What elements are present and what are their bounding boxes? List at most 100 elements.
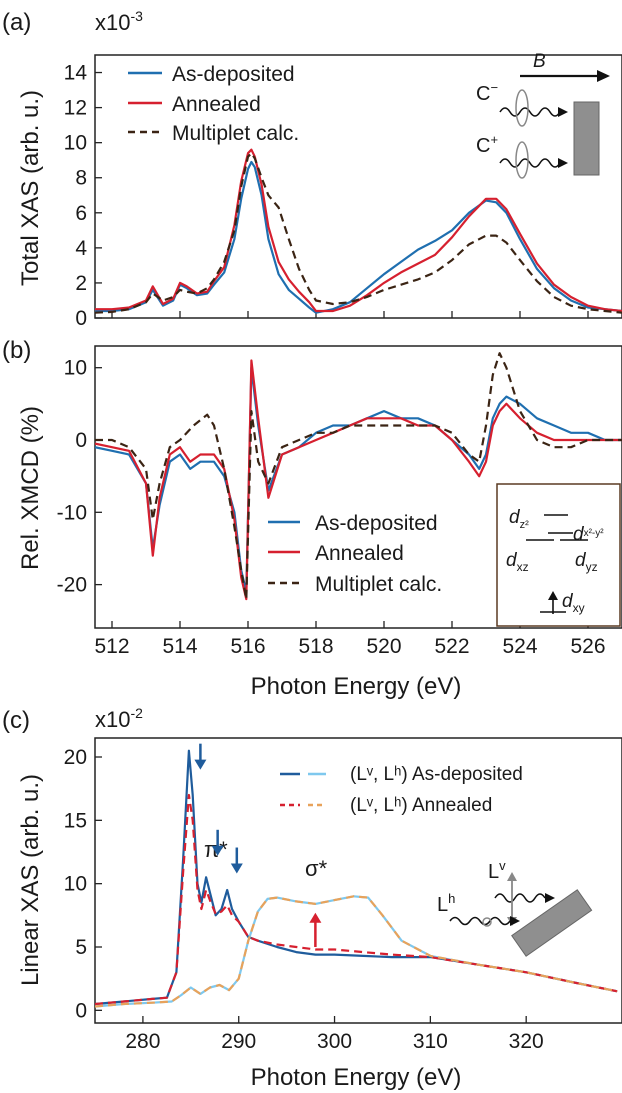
panel-c-series-layer bbox=[95, 749, 618, 1008]
c-plus-wave-arrow-icon bbox=[558, 158, 568, 168]
orbital-inset-frame bbox=[496, 483, 621, 627]
orbital-dyz-sub: yz bbox=[586, 560, 598, 574]
plot-frame-1 bbox=[94, 345, 622, 629]
orbital-dxz-d: d bbox=[506, 550, 518, 571]
lv-sup: v bbox=[499, 858, 506, 873]
panel-a-inset: B C− C+ bbox=[476, 51, 610, 179]
panel-c: (c) x10-2 Linear XAS (arb. u.) Photon En… bbox=[2, 705, 622, 1091]
orbital-dz2-d: d bbox=[509, 507, 521, 528]
y-tick-label: 6 bbox=[75, 202, 87, 225]
y-tick-label: 0 bbox=[75, 307, 87, 330]
y-tick-label: 20 bbox=[64, 746, 87, 769]
y-tick-label: -10 bbox=[57, 501, 87, 524]
panel-c-ylabel: Linear XAS (arb. u.) bbox=[17, 774, 44, 986]
y-tick-label: 2 bbox=[75, 272, 87, 295]
series-line-0-0 bbox=[95, 160, 622, 314]
legend-a-as-deposited-label: As-deposited bbox=[172, 63, 295, 86]
legend-b-as-deposited-label: As-deposited bbox=[315, 512, 438, 535]
c-plus-sup: + bbox=[490, 132, 498, 147]
series-line-1-0 bbox=[95, 366, 622, 593]
legend-a-annealed-label: Annealed bbox=[172, 93, 261, 116]
c-minus-wave-icon bbox=[499, 107, 561, 117]
panel-a-multiplier-exp: -3 bbox=[130, 8, 143, 24]
b-field-arrow-head bbox=[597, 70, 610, 82]
panel-c-arrows bbox=[194, 743, 322, 947]
panel-a-ylabel: Total XAS (arb. u.) bbox=[17, 90, 44, 286]
legend-c-as-deposited-label: (Lᵛ, Lʰ) As-deposited bbox=[350, 764, 523, 785]
lh-wave-arrow-icon bbox=[510, 916, 520, 926]
panel-a-series-layer bbox=[95, 148, 622, 314]
y-tick-label: 14 bbox=[64, 62, 88, 85]
peak-arrowhead-1 bbox=[211, 845, 224, 856]
c-minus-base: C bbox=[476, 83, 490, 105]
panel-b-ylabel: Rel. XMCD (%) bbox=[17, 406, 44, 570]
x-tick-label: 520 bbox=[366, 635, 401, 658]
lv-base: L bbox=[488, 861, 499, 883]
orbital-dxy: dxy bbox=[562, 591, 585, 615]
x-tick-label: 320 bbox=[509, 1030, 544, 1053]
sigma-increase-arrowhead bbox=[309, 912, 322, 923]
panel-a-multiplier-base: x10 bbox=[95, 10, 130, 35]
panel-b-series-layer bbox=[95, 352, 622, 601]
x-tick-label: 526 bbox=[570, 635, 605, 658]
panel-c-multiplier: x10-2 bbox=[95, 705, 143, 732]
sample-slab-icon bbox=[573, 101, 600, 176]
orbital-dz2: dz² bbox=[509, 507, 529, 531]
sigma-star-annotation: σ* bbox=[305, 856, 328, 881]
y-tick-label: 0 bbox=[75, 999, 87, 1022]
orbital-dx2y2-sub: x²-y² bbox=[584, 528, 605, 539]
panel-c-xlabel: Photon Energy (eV) bbox=[251, 1064, 462, 1091]
lh-wave-icon bbox=[449, 916, 511, 926]
x-tick-label: 310 bbox=[413, 1030, 448, 1053]
lh-label: Lh bbox=[437, 891, 455, 916]
series-line-1-2 bbox=[95, 352, 622, 601]
b-field-label: B bbox=[533, 51, 546, 72]
y-tick-label: 15 bbox=[64, 809, 87, 832]
panel-c-multiplier-base: x10 bbox=[95, 707, 130, 732]
orbital-inset: dz² dx²-y² dxz dyz dxy bbox=[496, 483, 621, 627]
series-line-2-0 bbox=[95, 749, 618, 1006]
c-plus-wave-icon bbox=[499, 158, 561, 168]
y-tick-label: 8 bbox=[75, 167, 87, 190]
c-minus-rotation-icon bbox=[515, 89, 529, 127]
legend-a-multiplet-label: Multiplet calc. bbox=[172, 122, 299, 145]
y-tick-label: 0 bbox=[75, 429, 87, 452]
panel-b-xlabel: Photon Energy (eV) bbox=[251, 673, 462, 700]
orbital-dz2-sub: z² bbox=[520, 519, 530, 531]
y-tick-label: 10 bbox=[64, 132, 87, 155]
series-line-0-1 bbox=[95, 148, 622, 313]
panel-c-multiplier-exp: -2 bbox=[130, 705, 143, 721]
panel-b: (b) Rel. XMCD (%) Photon Energy (eV) 512… bbox=[2, 337, 622, 700]
y-tick-label: -20 bbox=[57, 574, 87, 597]
series-line-2-3 bbox=[95, 895, 618, 1008]
lh-base: L bbox=[437, 894, 448, 916]
panel-c-legend: (Lᵛ, Lʰ) As-deposited (Lᵛ, Lʰ) Annealed bbox=[280, 764, 523, 816]
orbital-dyz-d: d bbox=[575, 550, 587, 571]
orbital-dx2y2: dx²-y² bbox=[573, 524, 604, 545]
x-tick-label: 512 bbox=[94, 635, 129, 658]
lv-pol-up-icon bbox=[507, 872, 517, 881]
panel-a: (a) x10-3 Total XAS (arb. u.) 0 2 4 6 8 10 12 1… bbox=[2, 8, 622, 330]
y-tick-label: 5 bbox=[75, 936, 87, 959]
lh-polarization-icon bbox=[482, 917, 492, 927]
c-minus-label: C− bbox=[476, 80, 498, 105]
c-plus-base: C bbox=[476, 135, 490, 157]
orbital-dx2y2-d: d bbox=[573, 524, 585, 545]
legend-c-annealed-label: (Lᵛ, Lʰ) Annealed bbox=[350, 795, 492, 816]
y-tick-label: 4 bbox=[75, 237, 87, 260]
panel-a-multiplier: x10-3 bbox=[95, 8, 143, 35]
series-line-1-1 bbox=[95, 359, 622, 601]
orbital-dxy-sub: xy bbox=[573, 601, 585, 615]
y-tick-label: 10 bbox=[64, 873, 87, 896]
legend-b-multiplet-label: Multiplet calc. bbox=[315, 573, 442, 596]
panel-a-legend: As-deposited Annealed Multiplet calc. bbox=[128, 63, 299, 145]
c-minus-sup: − bbox=[490, 80, 498, 95]
panel-b-label: (b) bbox=[2, 337, 31, 364]
x-tick-label: 300 bbox=[317, 1030, 352, 1053]
c-plus-label: C+ bbox=[476, 132, 498, 157]
orbital-dyz: dyz bbox=[575, 550, 598, 574]
y-tick-label: 10 bbox=[64, 357, 87, 380]
series-line-0-2 bbox=[95, 152, 622, 314]
x-tick-label: 524 bbox=[502, 635, 537, 658]
